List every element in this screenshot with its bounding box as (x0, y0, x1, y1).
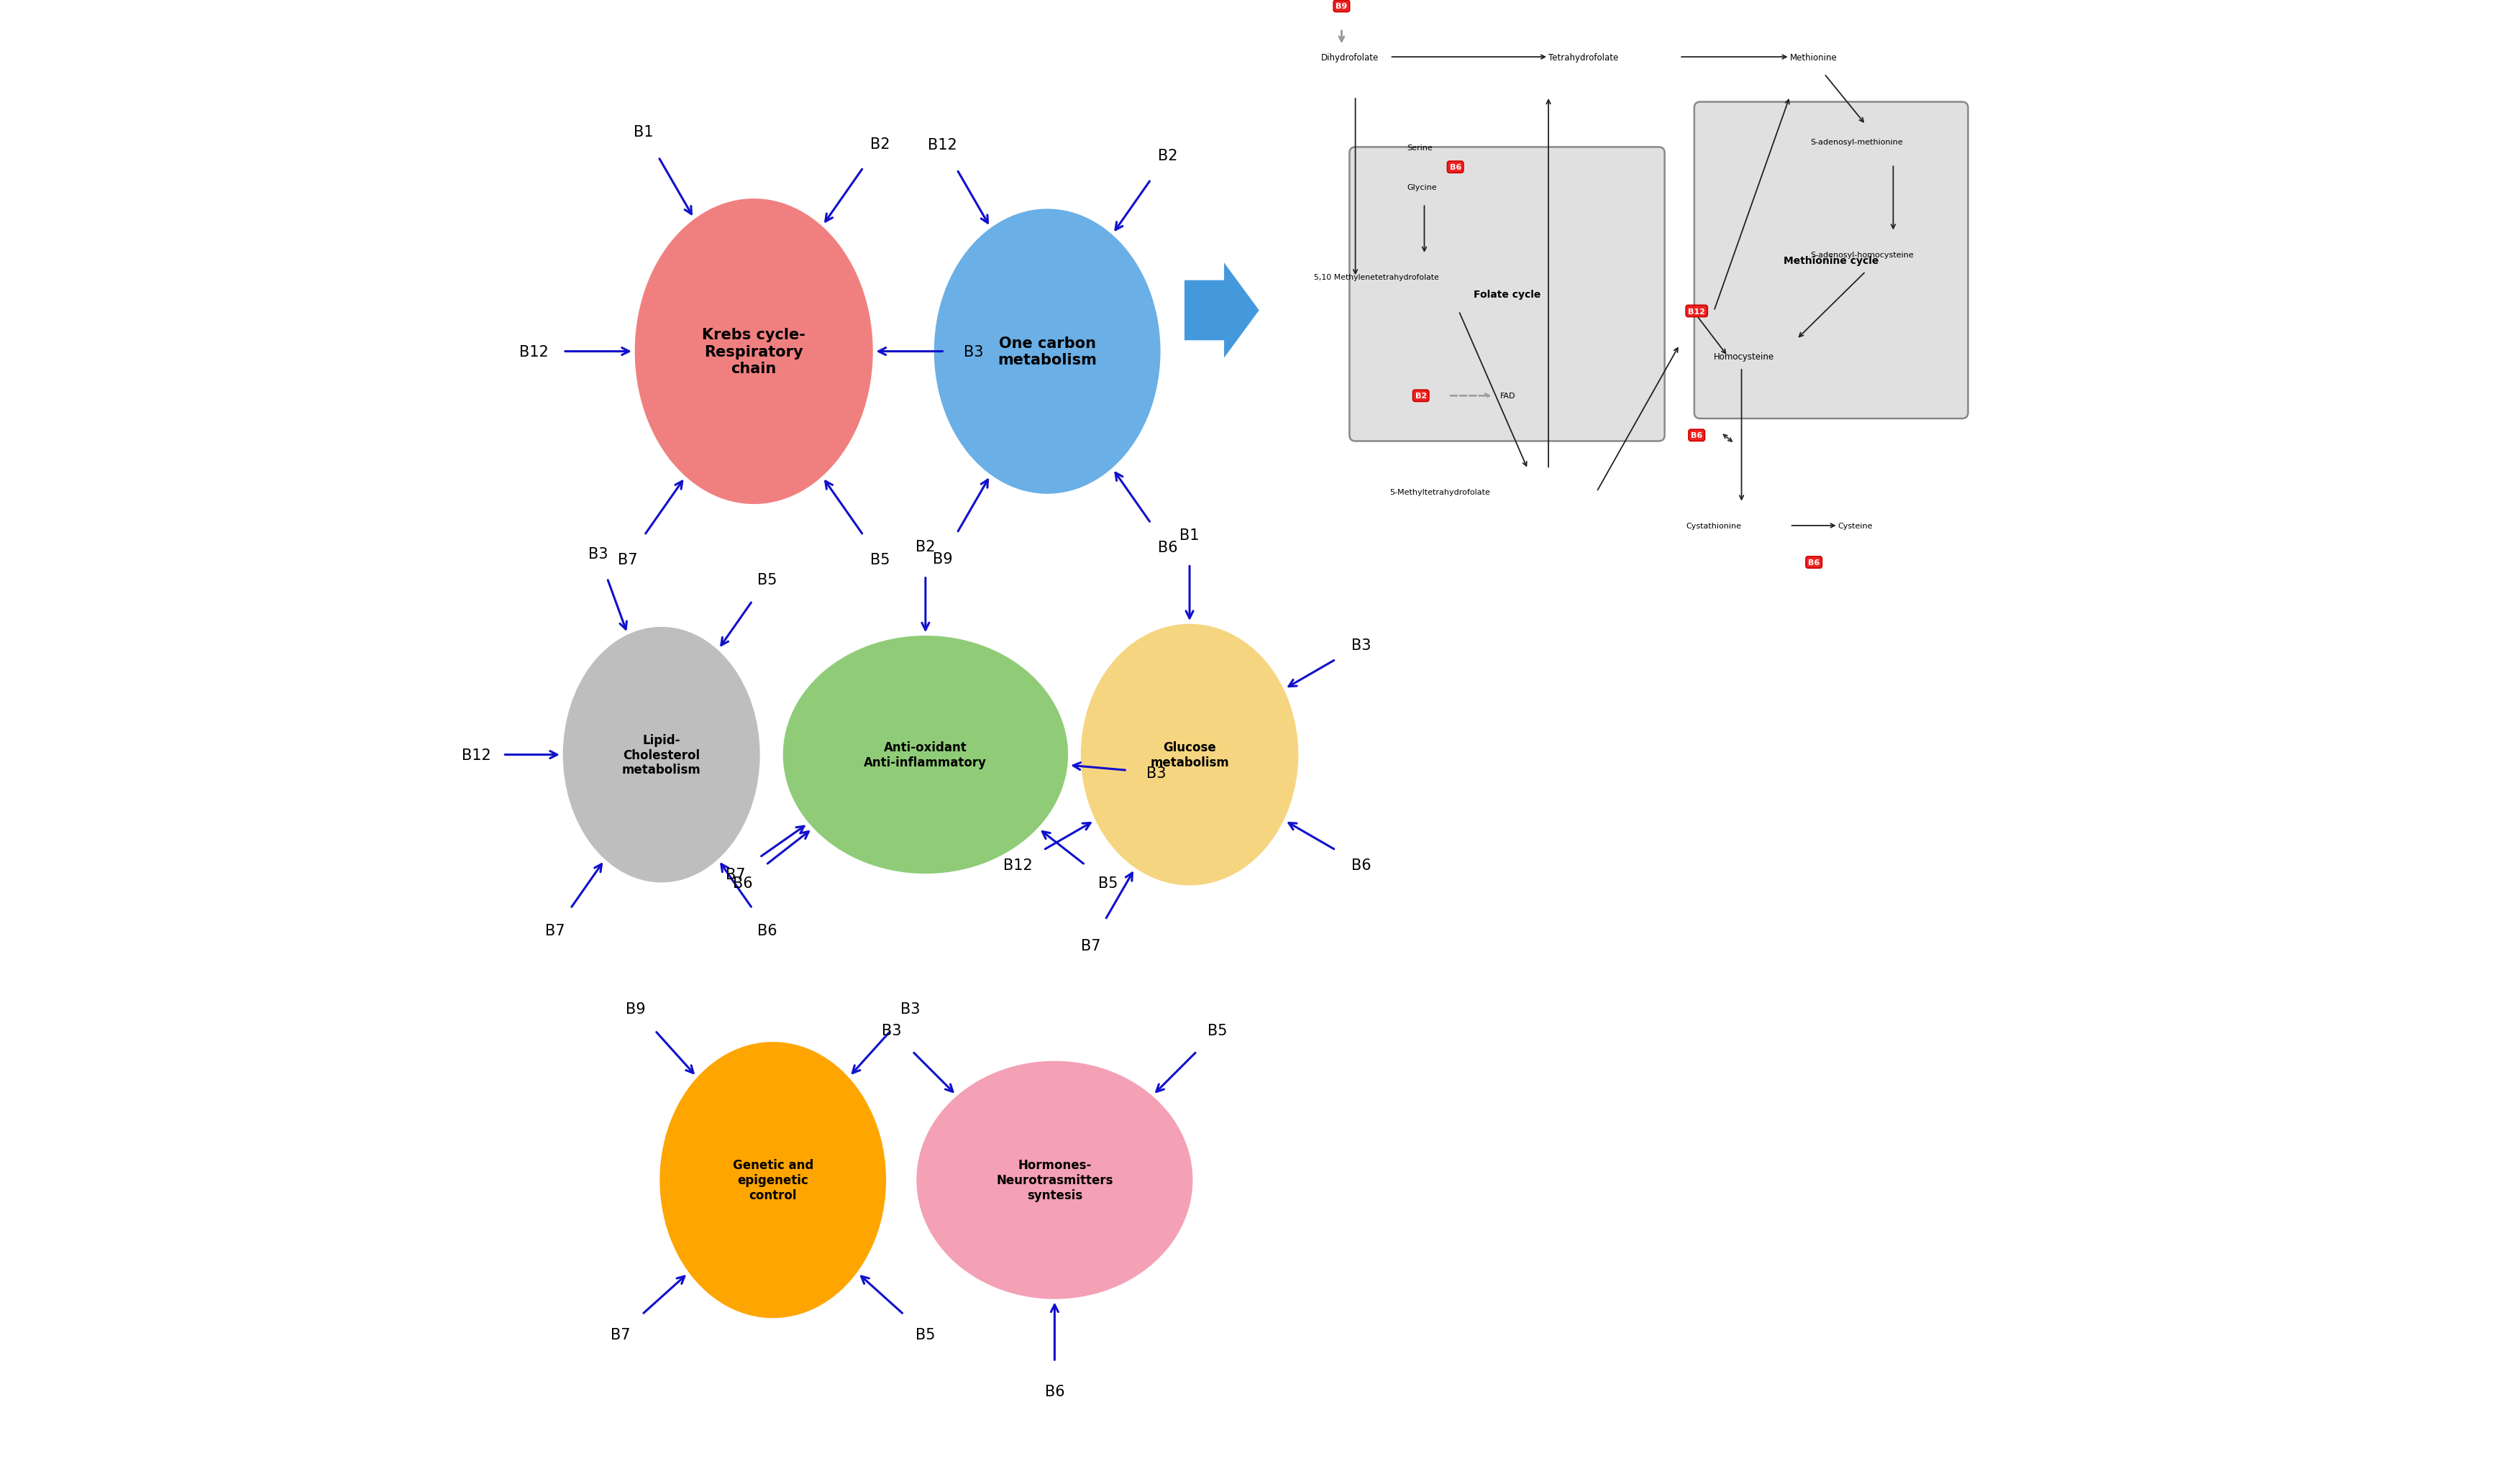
Text: B2: B2 (869, 136, 890, 151)
Text: Cystathionine: Cystathionine (1686, 522, 1741, 529)
Text: Serine: Serine (1406, 144, 1434, 151)
FancyBboxPatch shape (1693, 103, 1968, 419)
FancyBboxPatch shape (1351, 148, 1666, 441)
Text: B3: B3 (900, 1001, 920, 1016)
Text: B6: B6 (1807, 559, 1819, 566)
Text: Genetic and
epigenetic
control: Genetic and epigenetic control (733, 1158, 814, 1202)
Ellipse shape (633, 198, 874, 506)
Text: B3: B3 (965, 345, 983, 359)
Text: B1: B1 (1179, 528, 1200, 542)
Text: Cysteine: Cysteine (1837, 522, 1872, 529)
Text: Homocysteine: Homocysteine (1714, 352, 1774, 361)
Text: B6: B6 (733, 877, 753, 890)
Ellipse shape (915, 1060, 1194, 1300)
Ellipse shape (932, 208, 1162, 496)
Text: Tetrahydrofolate: Tetrahydrofolate (1547, 53, 1618, 62)
Text: Dihydrofolate: Dihydrofolate (1320, 53, 1378, 62)
Text: B6: B6 (759, 924, 776, 937)
Text: Glucose
metabolism: Glucose metabolism (1149, 740, 1230, 770)
FancyArrow shape (1184, 261, 1260, 361)
Text: B6: B6 (1046, 1384, 1063, 1399)
Text: Methionine: Methionine (1789, 53, 1837, 62)
Text: Hormones-
Neurotrasmitters
syntesis: Hormones- Neurotrasmitters syntesis (995, 1158, 1114, 1202)
Text: 5-Methyltetrahydrofolate: 5-Methyltetrahydrofolate (1391, 488, 1489, 496)
Text: B7: B7 (726, 868, 746, 881)
Text: B7: B7 (1081, 938, 1101, 953)
Text: B6: B6 (1351, 858, 1371, 872)
Text: B7: B7 (617, 553, 638, 567)
Text: B3: B3 (1351, 638, 1371, 652)
Text: S-adenosyl-methionine: S-adenosyl-methionine (1809, 139, 1903, 145)
Text: B3: B3 (882, 1023, 902, 1038)
Text: B6: B6 (1691, 432, 1704, 440)
Text: Lipid-
Cholesterol
metabolism: Lipid- Cholesterol metabolism (622, 733, 701, 777)
Text: B5: B5 (1099, 877, 1119, 890)
Text: B9: B9 (932, 551, 953, 566)
Text: 5,10 Methylenetetrahydrofolate: 5,10 Methylenetetrahydrofolate (1313, 274, 1439, 281)
Ellipse shape (781, 635, 1068, 875)
Text: B5: B5 (759, 573, 776, 586)
Text: Krebs cycle-
Respiratory
chain: Krebs cycle- Respiratory chain (703, 328, 806, 375)
Text: B12: B12 (927, 138, 958, 152)
Ellipse shape (562, 626, 761, 884)
Ellipse shape (658, 1041, 887, 1319)
Text: FAD: FAD (1499, 393, 1515, 400)
Text: Anti-oxidant
Anti-inflammatory: Anti-oxidant Anti-inflammatory (864, 740, 988, 770)
Text: B7: B7 (544, 924, 564, 937)
Text: B6: B6 (1157, 541, 1177, 554)
Text: B7: B7 (610, 1327, 630, 1341)
Text: B3: B3 (587, 547, 607, 561)
Text: B2: B2 (1157, 150, 1177, 163)
Text: B9: B9 (625, 1001, 645, 1016)
Text: B12: B12 (1688, 308, 1706, 315)
Text: B5: B5 (1207, 1023, 1227, 1038)
Text: B6: B6 (1449, 164, 1462, 172)
Text: B3: B3 (1147, 765, 1167, 780)
Text: One carbon
metabolism: One carbon metabolism (998, 336, 1096, 368)
Text: B2: B2 (1416, 393, 1426, 400)
Text: Folate cycle: Folate cycle (1474, 290, 1540, 299)
Text: B5: B5 (869, 553, 890, 567)
Text: Methionine cycle: Methionine cycle (1784, 255, 1880, 265)
Text: B2: B2 (915, 539, 935, 554)
Text: S-adenosyl-homocysteine: S-adenosyl-homocysteine (1809, 252, 1913, 258)
Text: B12: B12 (461, 748, 491, 762)
Text: Glycine: Glycine (1406, 183, 1436, 191)
Text: B12: B12 (1003, 858, 1033, 872)
Text: B1: B1 (635, 125, 653, 139)
Ellipse shape (1079, 623, 1300, 887)
Text: B12: B12 (519, 345, 549, 359)
Text: B5: B5 (915, 1327, 935, 1341)
Text: B9: B9 (1336, 3, 1348, 10)
